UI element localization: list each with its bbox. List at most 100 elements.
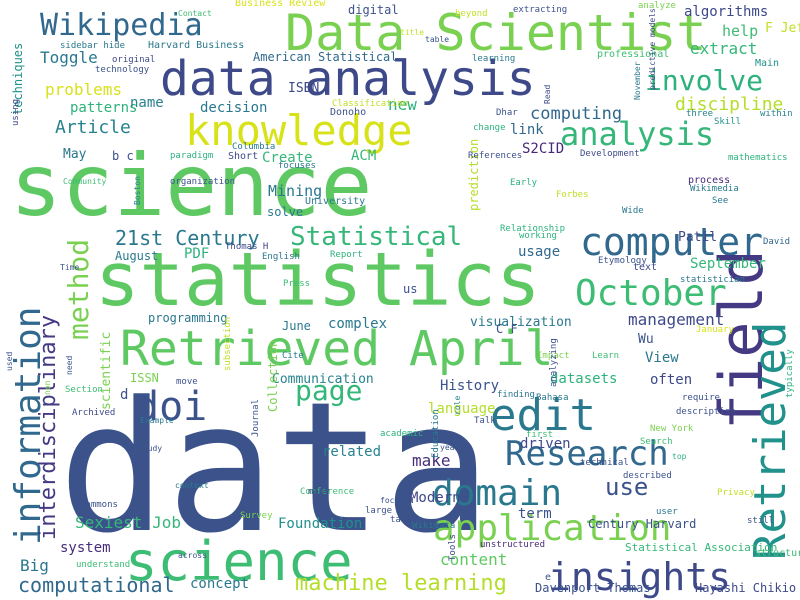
cloud-word: programming	[148, 311, 227, 325]
cloud-word: predictive models	[648, 8, 657, 90]
cloud-word: need	[65, 356, 74, 375]
cloud-word: system	[60, 540, 111, 556]
cloud-word: decision	[200, 100, 267, 116]
cloud-word: problems	[45, 80, 122, 99]
cloud-word: subsection	[223, 317, 233, 371]
cloud-word: page	[295, 374, 362, 407]
cloud-word: C F	[496, 322, 518, 336]
cloud-word: analyze	[638, 1, 676, 11]
cloud-word: field	[707, 249, 777, 430]
cloud-word: statistics	[95, 237, 541, 323]
cloud-word: Dhar	[496, 108, 518, 118]
cloud-word: View	[645, 350, 679, 366]
cloud-word: organization	[170, 177, 235, 187]
cloud-word: Research	[505, 434, 669, 474]
cloud-word: link	[510, 122, 544, 138]
cloud-word: American Statistical	[253, 50, 398, 64]
cloud-word: beyond	[455, 9, 488, 19]
cloud-word: driven	[520, 436, 571, 452]
cloud-word: working	[519, 231, 557, 241]
cloud-word: Wu	[638, 332, 654, 347]
cloud-word: language	[428, 401, 495, 417]
cloud-word: edit	[490, 390, 596, 441]
cloud-word: extract	[690, 39, 757, 58]
cloud-word: Patil	[678, 230, 717, 245]
cloud-word: Statistical	[290, 222, 462, 252]
cloud-word: ISSN	[130, 371, 159, 385]
cloud-word: using	[11, 99, 21, 126]
cloud-word: David	[763, 237, 790, 247]
cloud-word: application	[433, 508, 671, 549]
cloud-word: require	[682, 393, 720, 403]
cloud-word: visualization	[470, 315, 572, 330]
cloud-word: computational	[18, 573, 175, 597]
cloud-word: data	[58, 364, 491, 573]
cloud-word: Hayashi Chikio	[695, 581, 796, 595]
cloud-word: Learn	[592, 351, 619, 361]
cloud-word: S2CID	[522, 141, 564, 157]
cloud-word: analysis	[560, 115, 714, 153]
cloud-word: Big	[20, 556, 49, 575]
cloud-word: Collection	[266, 340, 280, 412]
cloud-word: management	[628, 310, 724, 329]
cloud-word: Retrieved April	[120, 321, 553, 377]
cloud-word: concept	[190, 576, 249, 592]
cloud-word: Talk	[474, 416, 496, 426]
cloud-word: top	[672, 452, 687, 461]
cloud-word: structured	[755, 548, 800, 559]
cloud-word: machine learning	[295, 571, 507, 596]
cloud-word: June	[282, 319, 311, 333]
cloud-word: Press	[283, 279, 310, 289]
cloud-word: Article	[55, 117, 131, 138]
cloud-word: computer	[580, 220, 763, 264]
cloud-word: ACM	[351, 148, 376, 164]
cloud-word: Skill	[714, 117, 741, 127]
cloud-word: often	[650, 372, 692, 388]
cloud-word: Wikidata	[412, 521, 455, 531]
cloud-word: doi	[135, 384, 207, 430]
cloud-word: title	[400, 28, 424, 37]
cloud-word: Commons	[80, 500, 118, 510]
cloud-word: Privacy	[717, 488, 756, 498]
cloud-word: method	[62, 239, 95, 340]
cloud-word: 21st Century	[115, 226, 260, 250]
cloud-word: discipline	[675, 94, 783, 115]
cloud-word: Contact	[178, 9, 212, 18]
cloud-word: University	[305, 196, 365, 207]
cloud-word: d	[120, 387, 128, 403]
cloud-word: Century Harvard	[588, 517, 696, 531]
cloud-word: term	[518, 506, 552, 522]
cloud-word: May	[63, 147, 87, 162]
cloud-word: Toggle	[40, 48, 98, 67]
cloud-word: focuses	[278, 161, 316, 171]
cloud-word: November	[633, 61, 642, 100]
cloud-word: across	[178, 551, 207, 560]
cloud-word: Columbia	[232, 142, 275, 152]
cloud-word: related	[322, 444, 381, 460]
cloud-word: Early	[510, 178, 538, 188]
cloud-word: described	[623, 471, 672, 481]
cloud-word: Example	[140, 416, 174, 425]
cloud-word: September	[690, 256, 766, 272]
cloud-word: See	[712, 196, 728, 206]
cloud-word: study	[138, 444, 162, 453]
cloud-word: Impact	[537, 351, 570, 361]
cloud-word: usage	[518, 244, 560, 260]
cloud-word: learning	[472, 54, 515, 64]
cloud-word: b c	[112, 149, 134, 163]
cloud-word: help	[722, 22, 758, 40]
cloud-word: Create	[262, 150, 313, 166]
cloud-word: statistician	[680, 275, 745, 285]
cloud-word: solve	[267, 205, 303, 219]
cloud-word: first	[526, 430, 553, 440]
cloud-word: Education	[431, 409, 441, 458]
cloud-word: knowledge	[185, 106, 413, 155]
cloud-word: years	[440, 443, 464, 452]
cloud-word: role	[453, 396, 462, 415]
cloud-word: Bahasa	[536, 393, 569, 403]
cloud-word: Journal	[251, 399, 261, 437]
cloud-word: English	[262, 252, 300, 262]
